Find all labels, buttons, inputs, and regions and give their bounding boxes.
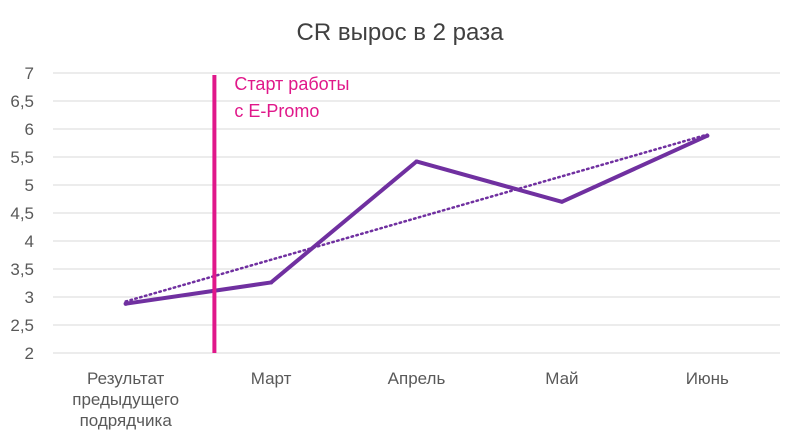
x-category-label: Март xyxy=(251,369,292,388)
data-point xyxy=(414,159,419,164)
y-tick-label: 7 xyxy=(25,64,34,83)
x-category-label: Результат предыдущего подрядчика xyxy=(72,369,179,430)
y-tick-label: 3,5 xyxy=(10,260,34,279)
y-tick-label: 5 xyxy=(25,176,34,195)
x-category-label: Апрель xyxy=(388,369,446,388)
data-point xyxy=(705,133,710,138)
annotation-layer: Старт работы с E-Promo xyxy=(212,74,349,353)
x-category-label: Июнь xyxy=(686,369,729,388)
y-tick-label: 5,5 xyxy=(10,148,34,167)
x-axis-categories: Результат предыдущего подрядчика Март Апрель… xyxy=(72,369,729,430)
trendline xyxy=(124,133,709,303)
y-tick-label: 2,5 xyxy=(10,316,34,335)
y-tick-label: 2 xyxy=(25,344,34,363)
y-tick-label: 6,5 xyxy=(10,92,34,111)
annotation-label: Старт работы xyxy=(234,74,349,94)
annotation-label: с E-Promo xyxy=(234,101,319,121)
chart-title: CR вырос в 2 раза xyxy=(297,19,505,46)
y-tick-label: 6 xyxy=(25,120,34,139)
x-category-label: Май xyxy=(545,369,578,388)
grid-layer xyxy=(53,72,780,354)
y-tick-label: 4 xyxy=(25,232,34,251)
y-tick-label: 4,5 xyxy=(10,204,34,223)
data-point xyxy=(559,199,564,204)
data-point xyxy=(123,301,128,306)
trendline-layer xyxy=(124,133,709,303)
series-layer xyxy=(123,133,710,306)
y-tick-label: 3 xyxy=(25,288,34,307)
y-axis-ticks: 2 2,5 3 3,5 4 4,5 5 5,5 6 6,5 7 xyxy=(10,64,34,363)
data-point xyxy=(269,280,274,285)
